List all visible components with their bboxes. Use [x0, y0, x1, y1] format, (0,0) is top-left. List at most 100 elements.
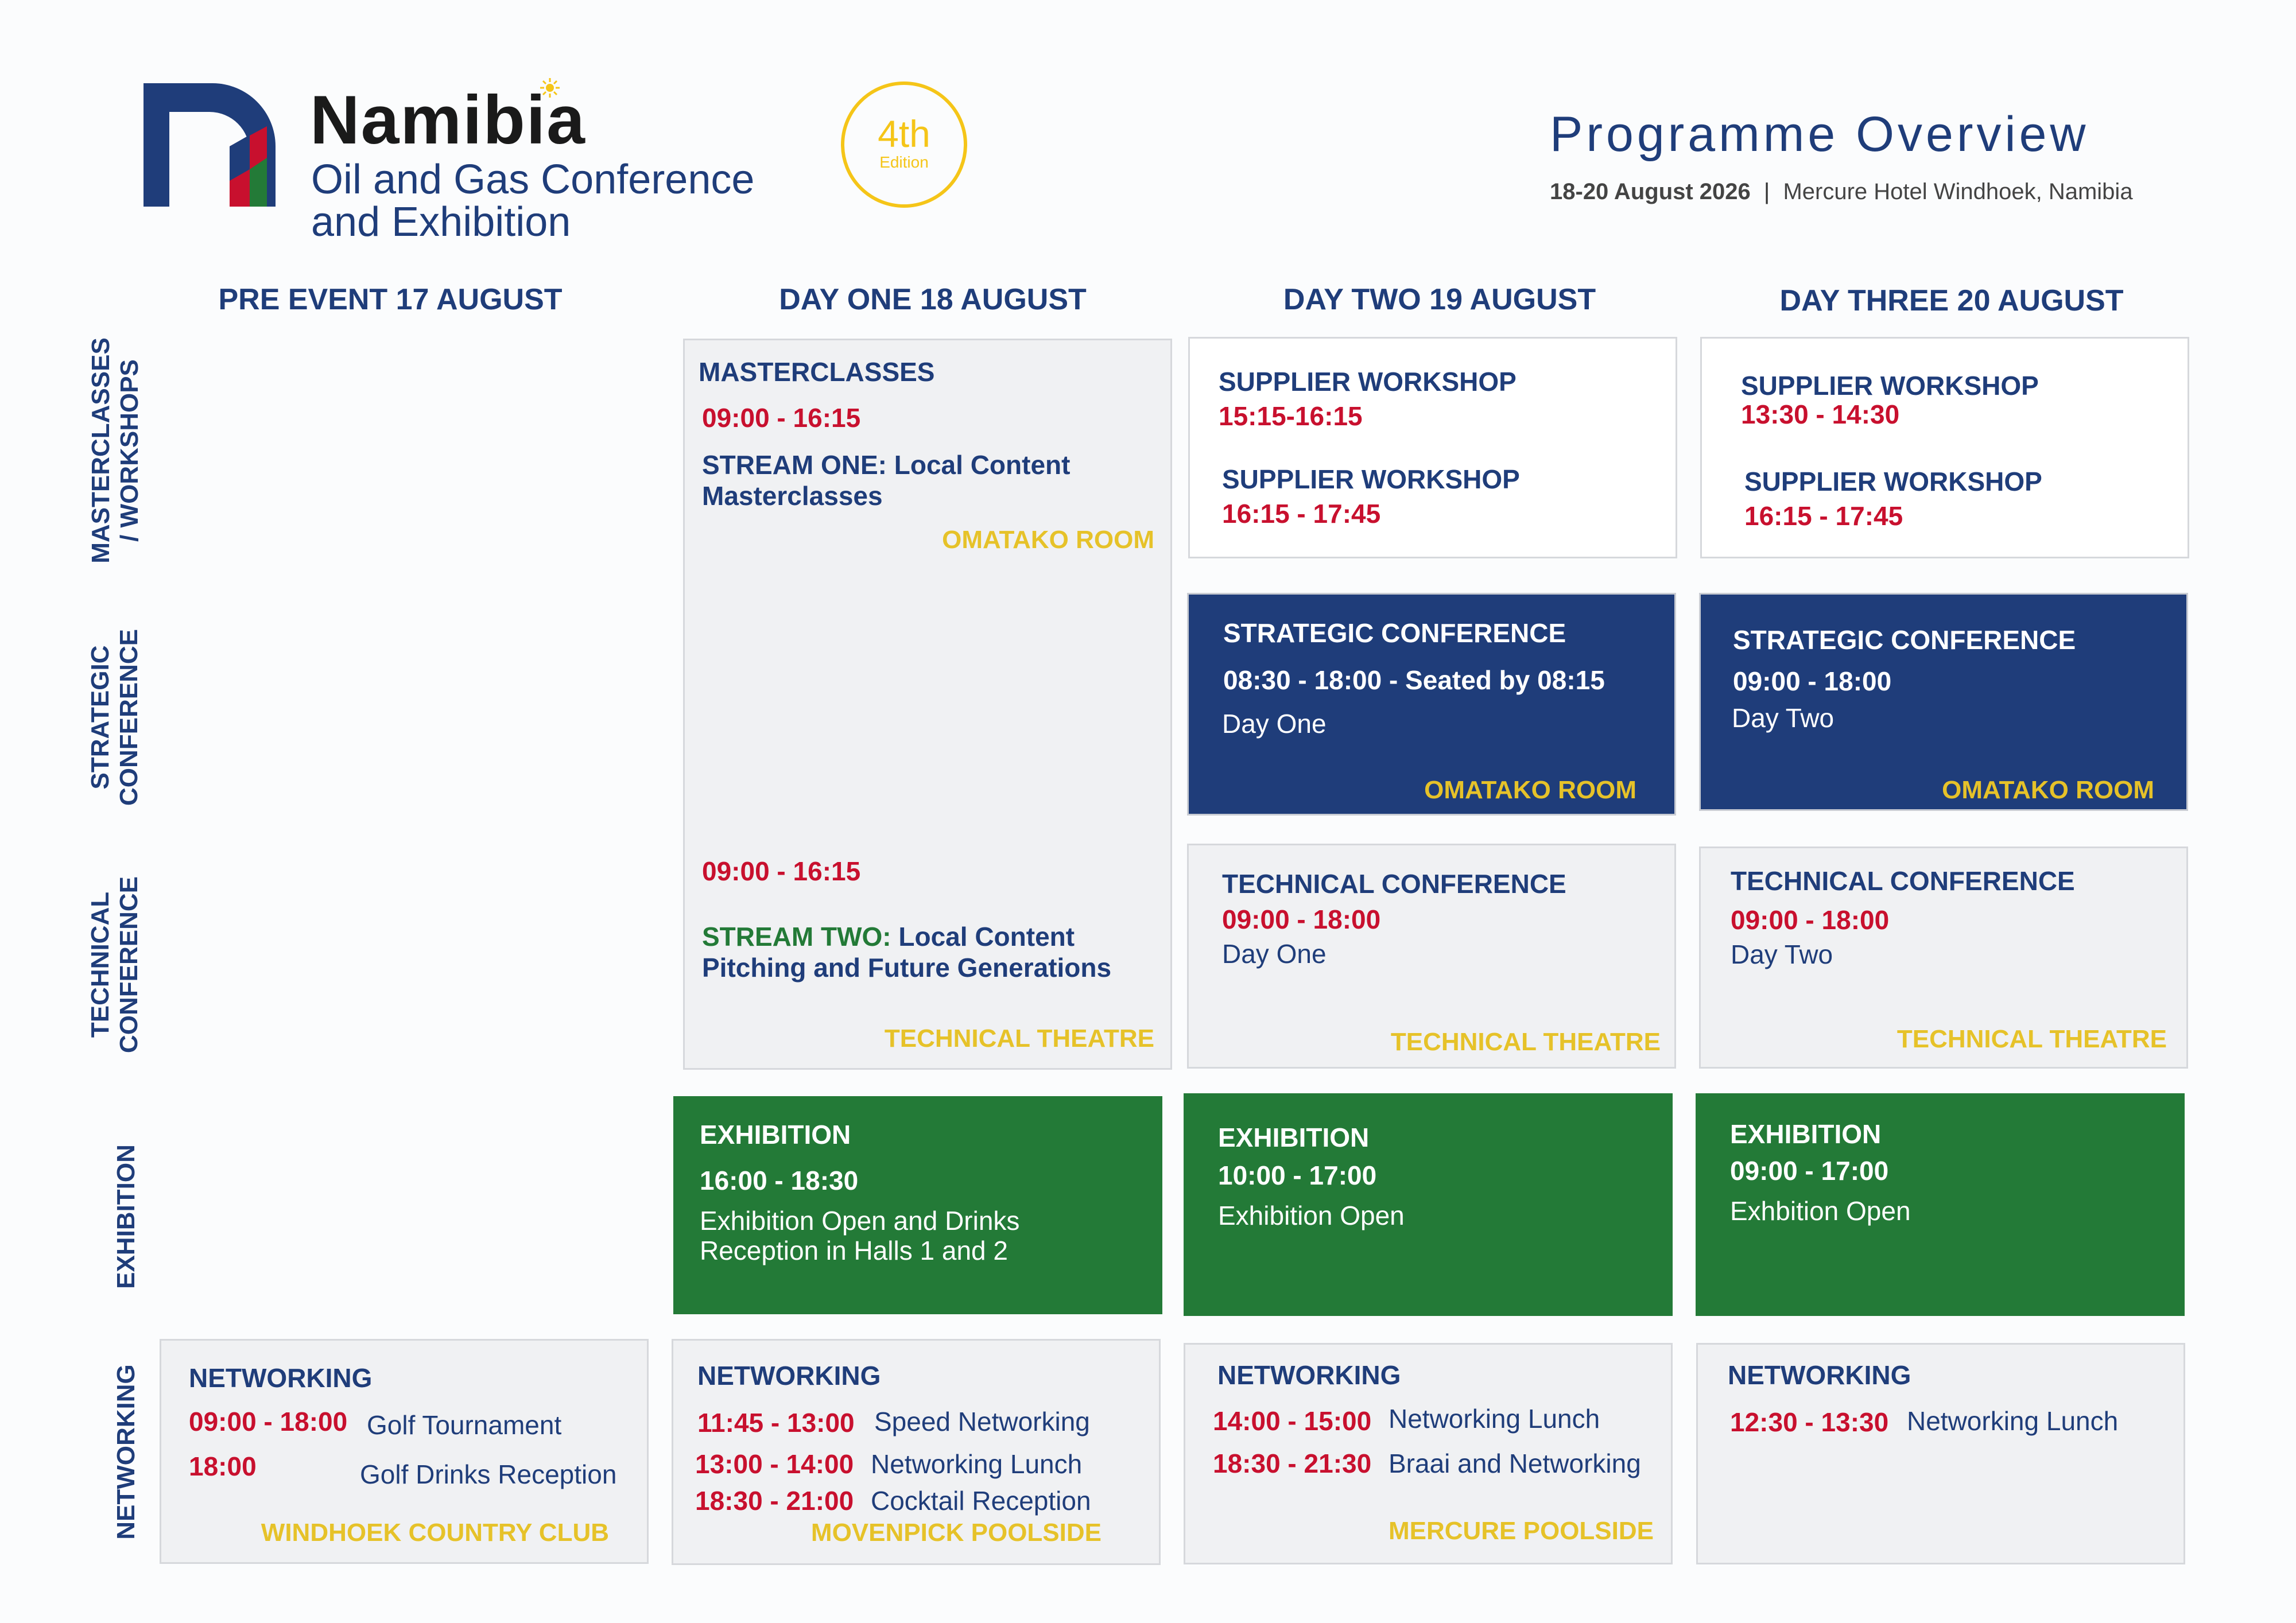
- day2-workshop1-title: SUPPLIER WORKSHOP: [1219, 367, 1517, 397]
- day1-networking-title: NETWORKING: [697, 1361, 881, 1391]
- sun-icon: [540, 78, 560, 98]
- day2-networking-time2: 18:30 - 21:30: [1213, 1449, 1372, 1478]
- day3-technical-title: TECHNICAL CONFERENCE: [1731, 866, 2075, 896]
- day3-workshop1-title: SUPPLIER WORKSHOP: [1741, 371, 2039, 401]
- day1-exhibition-time: 16:00 - 18:30: [700, 1166, 859, 1195]
- pre-networking-event2: Golf Drinks Reception: [360, 1459, 617, 1489]
- day2-exhibition-card: EXHIBITION 10:00 - 17:00 Exhibition Open: [1184, 1093, 1673, 1316]
- row-header-technical-line2: CONFERENCE: [115, 876, 143, 1054]
- day2-workshop2-title: SUPPLIER WORKSHOP: [1222, 464, 1520, 494]
- event-venue: Mercure Hotel Windhoek, Namibia: [1783, 179, 2133, 204]
- day2-strategic-title: STRATEGIC CONFERENCE: [1223, 618, 1566, 648]
- event-info: 18-20 August 2026 | Mercure Hotel Windho…: [1550, 179, 2133, 205]
- day3-technical-desc: Day Two: [1731, 939, 1833, 969]
- day2-technical-room: TECHNICAL THEATRE: [1390, 1028, 1661, 1056]
- day1-stream2-time: 09:00 - 16:15: [702, 856, 861, 886]
- day3-exhibition-card: EXHIBITION 09:00 - 17:00 Exhbition Open: [1696, 1093, 2185, 1316]
- day1-stream1-time: 09:00 - 16:15: [702, 403, 861, 433]
- day3-exhibition-time: 09:00 - 17:00: [1730, 1156, 1889, 1186]
- row-header-exhibition: EXHIBITION: [112, 1144, 140, 1289]
- day3-networking-card: NETWORKING 12:30 - 13:30 Networking Lunc…: [1696, 1343, 2185, 1564]
- edition-badge: 4th Edition: [841, 81, 967, 208]
- page-title: Programme Overview: [1550, 107, 2089, 162]
- separator: |: [1763, 179, 1770, 204]
- day3-technical-time: 09:00 - 18:00: [1731, 905, 1890, 935]
- day2-exhibition-desc: Exhibition Open: [1218, 1201, 1405, 1230]
- day1-networking-time1: 11:45 - 13:00: [697, 1408, 855, 1438]
- day2-networking-room: MERCURE POOLSIDE: [1388, 1517, 1654, 1545]
- day2-exhibition-title: EXHIBITION: [1218, 1123, 1370, 1152]
- row-header-strategic-line1: STRATEGIC: [86, 645, 114, 790]
- day1-networking-event3: Cocktail Reception: [871, 1486, 1091, 1516]
- day2-technical-time: 09:00 - 18:00: [1222, 904, 1381, 934]
- day1-networking-event2: Networking Lunch: [871, 1449, 1083, 1479]
- row-header-strategic: STRATEGIC CONFERENCE: [86, 623, 149, 812]
- row-header-technical-line1: TECHNICAL: [86, 891, 114, 1038]
- column-header-day-one: DAY ONE 18 AUGUST: [779, 283, 1087, 316]
- column-header-pre-event: PRE EVENT 17 AUGUST: [218, 283, 563, 316]
- day1-masterclasses-card: MASTERCLASSES 09:00 - 16:15 STREAM ONE: …: [683, 339, 1172, 1070]
- day3-workshop2-time: 16:15 - 17:45: [1744, 501, 1903, 531]
- row-header-workshops-line2: / WORKSHOPS: [115, 359, 144, 542]
- day2-technical-desc: Day One: [1222, 939, 1327, 969]
- logo-line1: Oil and Gas Conference: [311, 157, 755, 203]
- day1-stream2-room: TECHNICAL THEATRE: [884, 1024, 1154, 1053]
- event-dates: 18-20 August 2026: [1550, 179, 1751, 204]
- pre-networking-room: WINDHOEK COUNTRY CLUB: [261, 1519, 609, 1547]
- day2-strategic-desc: Day One: [1222, 709, 1327, 739]
- day3-strategic-card: STRATEGIC CONFERENCE 09:00 - 18:00 Day T…: [1699, 593, 2188, 811]
- day3-exhibition-desc: Exhbition Open: [1730, 1196, 1911, 1226]
- day1-stream1-line2: Masterclasses: [702, 481, 883, 511]
- row-header-strategic-line2: CONFERENCE: [115, 628, 143, 806]
- day1-stream1-line1: STREAM ONE: Local Content: [702, 450, 1071, 480]
- edition-label: Edition: [879, 153, 929, 171]
- row-header-workshops: MASTERCLASSES / WORKSHOPS: [87, 330, 150, 571]
- day3-technical-room: TECHNICAL THEATRE: [1896, 1025, 2167, 1053]
- day3-workshop2-title: SUPPLIER WORKSHOP: [1744, 467, 2042, 496]
- day2-networking-event2: Braai and Networking: [1389, 1449, 1641, 1478]
- day3-exhibition-title: EXHIBITION: [1730, 1119, 1882, 1149]
- day1-networking-card: NETWORKING 11:45 - 13:00 Speed Networkin…: [672, 1339, 1161, 1565]
- pre-networking-title: NETWORKING: [189, 1363, 373, 1393]
- row-header-networking: NETWORKING: [112, 1364, 140, 1540]
- day1-networking-event1: Speed Networking: [874, 1407, 1090, 1436]
- day2-networking-time1: 14:00 - 15:00: [1213, 1406, 1372, 1436]
- pre-networking-time2: 18:00: [189, 1451, 257, 1481]
- day3-networking-event1: Networking Lunch: [1907, 1406, 2119, 1436]
- day2-strategic-time: 08:30 - 18:00 - Seated by 08:15: [1223, 665, 1605, 695]
- logo: Namibia Oil and Gas Conference and Exhib…: [144, 78, 775, 253]
- day1-exhibition-title: EXHIBITION: [700, 1120, 851, 1150]
- day3-strategic-title: STRATEGIC CONFERENCE: [1733, 625, 2076, 655]
- day3-workshop-card: SUPPLIER WORKSHOP 13:30 - 14:30 SUPPLIER…: [1700, 337, 2189, 558]
- day3-networking-title: NETWORKING: [1728, 1360, 1911, 1390]
- day1-networking-time3: 18:30 - 21:00: [695, 1486, 854, 1516]
- day1-networking-time2: 13:00 - 14:00: [695, 1449, 854, 1479]
- day2-networking-title: NETWORKING: [1217, 1360, 1401, 1390]
- day2-workshop-card: SUPPLIER WORKSHOP 15:15-16:15 SUPPLIER W…: [1188, 337, 1677, 558]
- row-header-workshops-line1: MASTERCLASSES: [87, 337, 115, 564]
- day1-exhibition-desc1: Exhibition Open and Drinks: [700, 1206, 1020, 1236]
- day3-workshop1-time: 13:30 - 14:30: [1741, 399, 1900, 429]
- logo-line2: and Exhibition: [311, 199, 571, 245]
- column-header-day-two: DAY TWO 19 AUGUST: [1283, 283, 1596, 316]
- day2-workshop2-time: 16:15 - 17:45: [1222, 499, 1381, 529]
- logo-brand: Namibia: [310, 81, 586, 158]
- day1-stream2-line2: Pitching and Future Generations: [702, 953, 1112, 983]
- day1-exhibition-card: EXHIBITION 16:00 - 18:30 Exhibition Open…: [673, 1096, 1162, 1314]
- day1-stream2-label: STREAM TWO:: [702, 922, 891, 952]
- row-header-technical: TECHNICAL CONFERENCE: [86, 861, 149, 1068]
- pre-networking-card: NETWORKING 09:00 - 18:00 Golf Tournament…: [160, 1339, 649, 1564]
- day1-networking-room: MOVENPICK POOLSIDE: [810, 1519, 1102, 1547]
- day1-masterclasses-title: MASTERCLASSES: [699, 357, 935, 387]
- day2-technical-title: TECHNICAL CONFERENCE: [1222, 869, 1566, 899]
- logo-mark-icon: [144, 83, 276, 207]
- day1-stream1-room: OMATAKO ROOM: [942, 526, 1154, 554]
- day1-stream2-line1: STREAM TWO: Local Content: [702, 921, 1075, 952]
- day3-strategic-time: 09:00 - 18:00: [1733, 666, 1892, 696]
- column-header-day-three: DAY THREE 20 AUGUST: [1779, 284, 2124, 317]
- day2-exhibition-time: 10:00 - 17:00: [1218, 1160, 1377, 1190]
- day1-exhibition-desc2: Reception in Halls 1 and 2: [700, 1236, 1008, 1265]
- edition-number: 4th: [878, 112, 930, 155]
- pre-networking-time1: 09:00 - 18:00: [189, 1407, 348, 1436]
- day3-strategic-desc: Day Two: [1732, 703, 1835, 733]
